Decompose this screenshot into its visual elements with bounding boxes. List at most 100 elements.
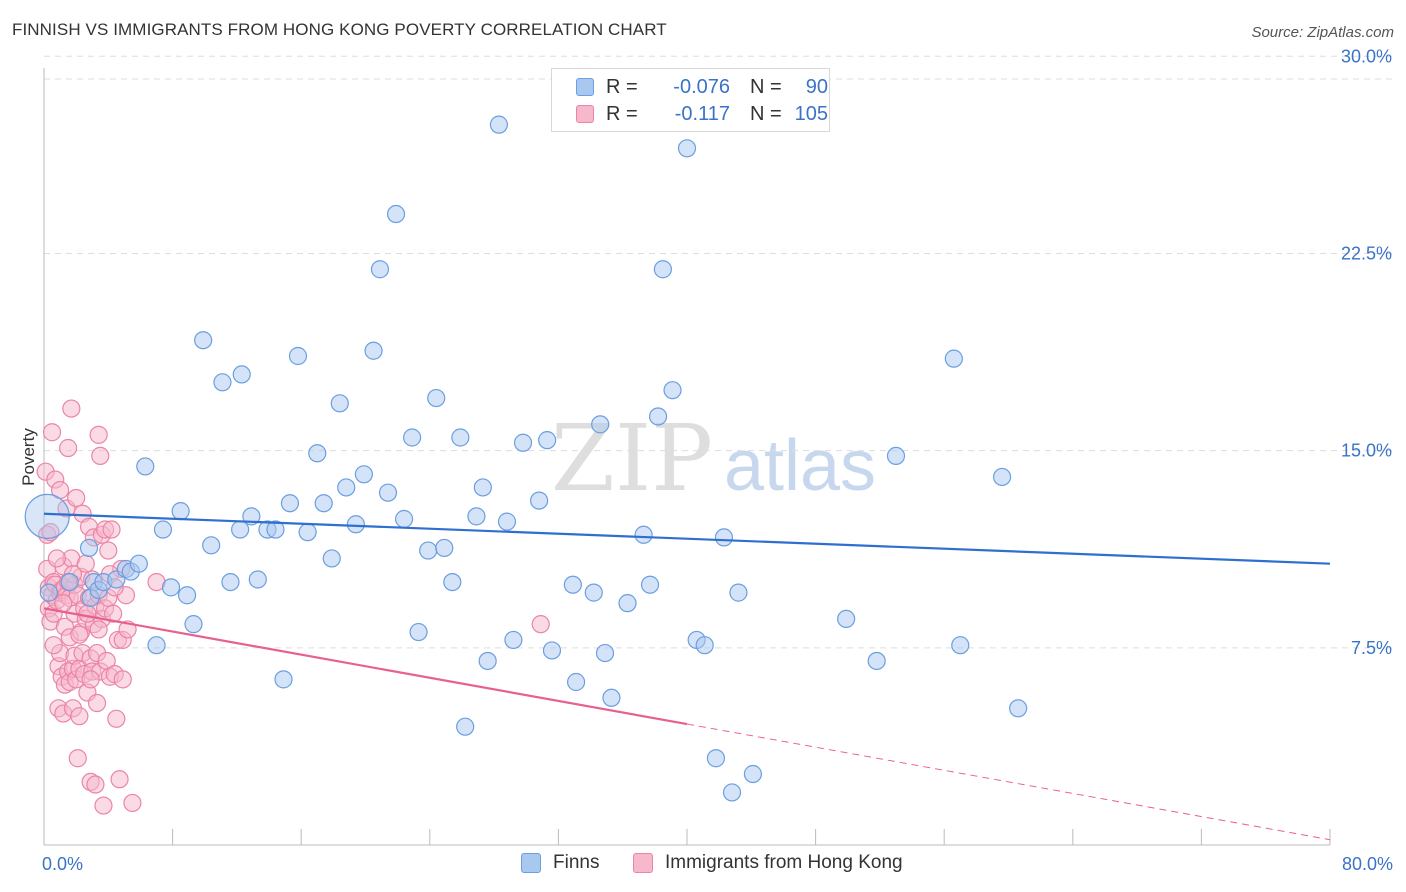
hongkong-point: [86, 775, 105, 794]
finns-point: [695, 636, 714, 655]
tick-labels: 7.5% 15.0% 22.5% 30.0% 0.0% 80.0%: [42, 46, 1393, 874]
hongkong-point: [107, 709, 126, 728]
finns-point: [298, 523, 317, 542]
finns-point: [308, 444, 327, 463]
hongkong-point: [70, 707, 89, 726]
legend-item-hongkong[interactable]: Immigrants from Hong Kong: [633, 852, 903, 874]
finns-point: [530, 491, 549, 510]
finns-point: [595, 643, 615, 663]
hongkong-point: [113, 670, 132, 689]
finns-point: [602, 688, 621, 707]
finns-point: [386, 204, 406, 224]
finns-n-label: N =: [750, 75, 782, 98]
hongkong-n-value: 105: [794, 102, 828, 125]
finns-trend-line: [43, 512, 1331, 565]
finns-point: [161, 578, 181, 597]
hongkong-trend-line: [43, 607, 688, 726]
hongkong-trend-extension: [686, 723, 1331, 841]
finns-point: [403, 428, 422, 447]
finns-point: [513, 433, 533, 452]
hongkong-point: [41, 523, 60, 542]
hongkong-point: [123, 793, 142, 813]
finns-point: [60, 572, 79, 592]
finns-point: [497, 512, 517, 531]
hongkong-r-value: -0.117: [674, 102, 730, 125]
finns-point: [504, 630, 523, 650]
hongkong-point: [104, 604, 123, 623]
finns-point: [202, 536, 221, 555]
finns-point: [563, 575, 582, 594]
hongkong-point: [87, 693, 107, 713]
finns-point: [944, 349, 963, 368]
finns-point: [221, 572, 240, 592]
finns-point: [1009, 699, 1028, 718]
hongkong-point: [110, 770, 129, 789]
finns-point: [618, 594, 637, 613]
hongkong-point: [62, 399, 81, 418]
correlation-legend: R = -0.076 N = 90 R = -0.117 N = 105: [551, 68, 830, 132]
finns-point: [714, 528, 734, 547]
finns-point: [648, 407, 668, 426]
finns-point: [743, 764, 763, 784]
hongkong-n-label: N =: [750, 102, 782, 125]
y-axis-label: Poverty: [19, 428, 38, 486]
finns-point: [640, 575, 660, 594]
hongkong-point: [59, 438, 78, 458]
hongkong-legend-swatch: [633, 853, 653, 873]
hongkong-point: [531, 615, 550, 634]
finns-point: [473, 478, 492, 497]
finns-legend-swatch: [521, 853, 541, 873]
finns-point: [653, 260, 672, 279]
finns-point: [129, 554, 148, 573]
finns-point: [478, 651, 497, 671]
hongkong-point: [44, 636, 63, 655]
finns-point: [886, 446, 906, 466]
hongkong-point: [99, 541, 118, 560]
x-tick-label-max: 80.0%: [1342, 854, 1393, 874]
hongkong-swatch: [576, 105, 594, 123]
finns-point: [951, 636, 970, 655]
finns-point: [171, 502, 190, 521]
hongkong-legend-label: Immigrants from Hong Kong: [665, 852, 903, 873]
legend-row-hongkong: R = -0.117 N = 105: [576, 101, 828, 127]
finns-point: [538, 431, 557, 450]
finns-point: [346, 515, 365, 534]
finns-point: [24, 493, 70, 539]
finns-point: [232, 365, 251, 384]
legend-row-finns: R = -0.076 N = 90: [576, 74, 828, 100]
finns-point: [314, 494, 333, 513]
finns-point: [634, 525, 653, 544]
hongkong-point: [102, 520, 121, 539]
finns-point: [992, 467, 1012, 487]
finns-point: [288, 346, 308, 366]
watermark-atlas: atlas: [724, 426, 876, 506]
hongkong-point: [54, 594, 73, 613]
hongkong-point: [78, 604, 97, 623]
finns-point: [409, 622, 428, 642]
hongkong-point: [89, 425, 108, 444]
hongkong-point: [81, 670, 100, 689]
finns-point: [337, 478, 356, 497]
y-tick-label: 15.0%: [1341, 441, 1392, 461]
finns-point: [451, 428, 470, 447]
finns-point: [489, 115, 509, 134]
finns-point: [566, 672, 586, 692]
hongkong-point: [91, 446, 110, 466]
finns-point: [322, 549, 341, 568]
finns-point: [274, 670, 293, 689]
finns-point: [330, 394, 349, 413]
finns-point: [136, 457, 155, 476]
finns-point: [177, 586, 197, 605]
legend-item-finns[interactable]: Finns: [521, 852, 599, 874]
watermark-zip: ZIP: [551, 405, 713, 512]
finns-point: [435, 538, 454, 558]
finns-r-label: R =: [606, 75, 638, 98]
hongkong-point: [68, 749, 87, 768]
finns-point: [378, 483, 398, 502]
finns-point: [427, 388, 446, 408]
finns-point: [248, 570, 267, 589]
hongkong-points: [36, 399, 550, 815]
finns-n-value: 90: [805, 75, 828, 98]
finns-point: [147, 636, 166, 655]
finns-point: [729, 583, 748, 602]
